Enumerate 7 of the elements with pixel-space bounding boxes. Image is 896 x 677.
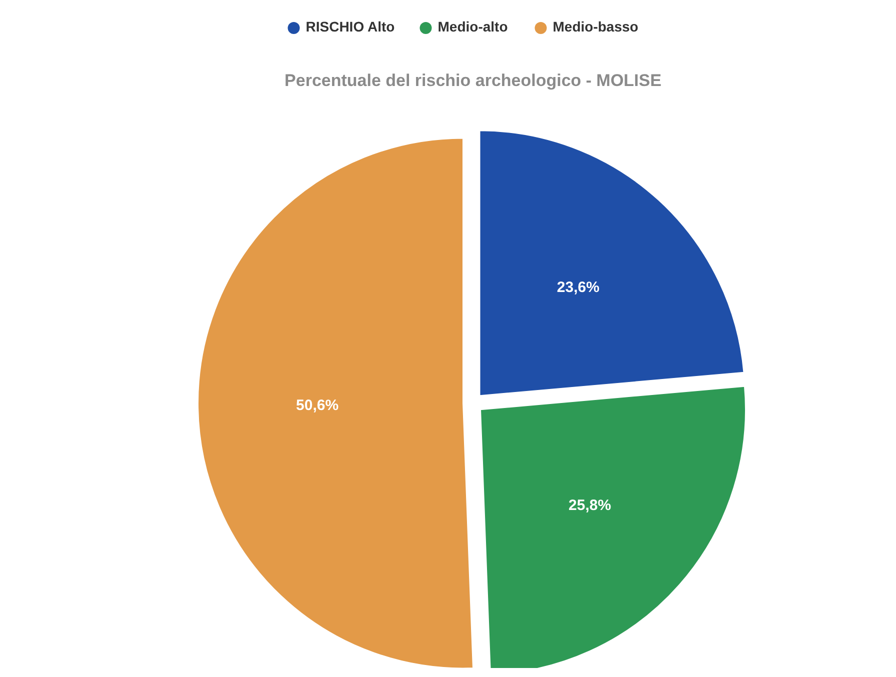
text: Percentuale del rischio archeologico - MOLISE [284,71,662,90]
data-label: 50,6% [296,396,339,414]
legend-label: Medio-alto [438,18,508,35]
legend-label: RISCHIO Alto [306,18,395,35]
legend-label: Medio-basso [552,18,638,35]
data-label: 23,6% [556,279,600,296]
data-label: 25,8% [568,496,612,514]
